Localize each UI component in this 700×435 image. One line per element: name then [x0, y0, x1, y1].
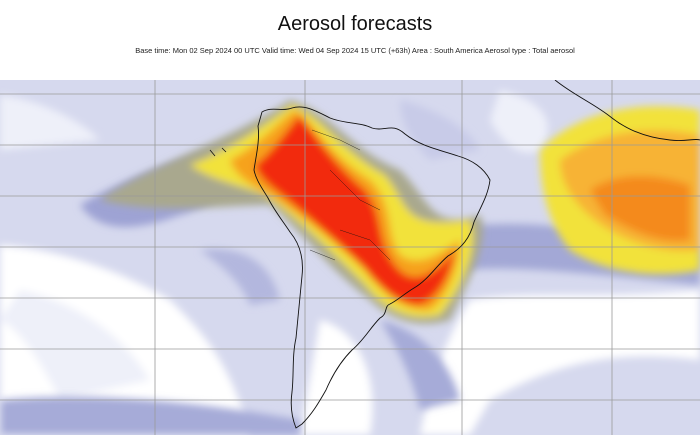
coastlines — [209, 80, 700, 429]
graticule — [0, 80, 700, 435]
subtitle: Base time: Mon 02 Sep 2024 00 UTC Valid … — [135, 46, 575, 55]
map — [0, 80, 700, 435]
title: Aerosol forecasts — [278, 13, 433, 35]
